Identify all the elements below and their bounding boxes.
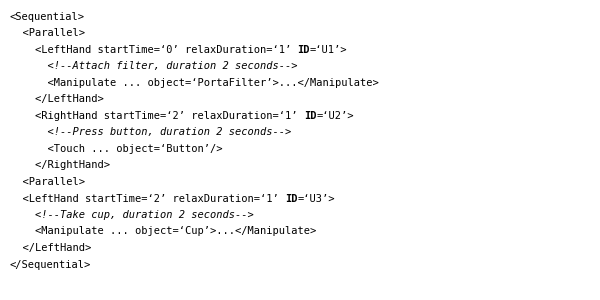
Text: </Sequential>: </Sequential> xyxy=(10,260,91,269)
Text: ID: ID xyxy=(285,194,298,203)
Text: <Parallel>: <Parallel> xyxy=(10,28,85,38)
Text: <LeftHand startTime=‘0’ relaxDuration=‘1’: <LeftHand startTime=‘0’ relaxDuration=‘1… xyxy=(10,45,298,55)
Text: ID: ID xyxy=(298,45,310,55)
Text: ID: ID xyxy=(304,111,316,121)
Text: =‘U1’>: =‘U1’> xyxy=(310,45,347,55)
Text: <!--Take cup, duration 2 seconds-->: <!--Take cup, duration 2 seconds--> xyxy=(10,210,254,220)
Text: <RightHand startTime=‘2’ relaxDuration=‘1’: <RightHand startTime=‘2’ relaxDuration=‘… xyxy=(10,111,304,121)
Text: <LeftHand startTime=‘2’ relaxDuration=‘1’: <LeftHand startTime=‘2’ relaxDuration=‘1… xyxy=(10,194,285,203)
Text: <Sequential>: <Sequential> xyxy=(10,12,85,22)
Text: =‘U3’>: =‘U3’> xyxy=(298,194,335,203)
Text: <Touch ... object=‘Button’/>: <Touch ... object=‘Button’/> xyxy=(10,144,223,154)
Text: =‘U2’>: =‘U2’> xyxy=(316,111,354,121)
Text: <!--Press button, duration 2 seconds-->: <!--Press button, duration 2 seconds--> xyxy=(10,128,291,137)
Text: </LeftHand>: </LeftHand> xyxy=(10,243,91,253)
Text: <Manipulate ... object=‘Cup’>...</Manipulate>: <Manipulate ... object=‘Cup’>...</Manipu… xyxy=(10,226,316,236)
Text: </RightHand>: </RightHand> xyxy=(10,160,110,170)
Text: <Manipulate ... object=‘PortaFilter’>...</Manipulate>: <Manipulate ... object=‘PortaFilter’>...… xyxy=(10,78,379,88)
Text: <Parallel>: <Parallel> xyxy=(10,177,85,187)
Text: <!--Attach filter, duration 2 seconds-->: <!--Attach filter, duration 2 seconds--> xyxy=(10,61,298,71)
Text: </LeftHand>: </LeftHand> xyxy=(10,94,104,104)
